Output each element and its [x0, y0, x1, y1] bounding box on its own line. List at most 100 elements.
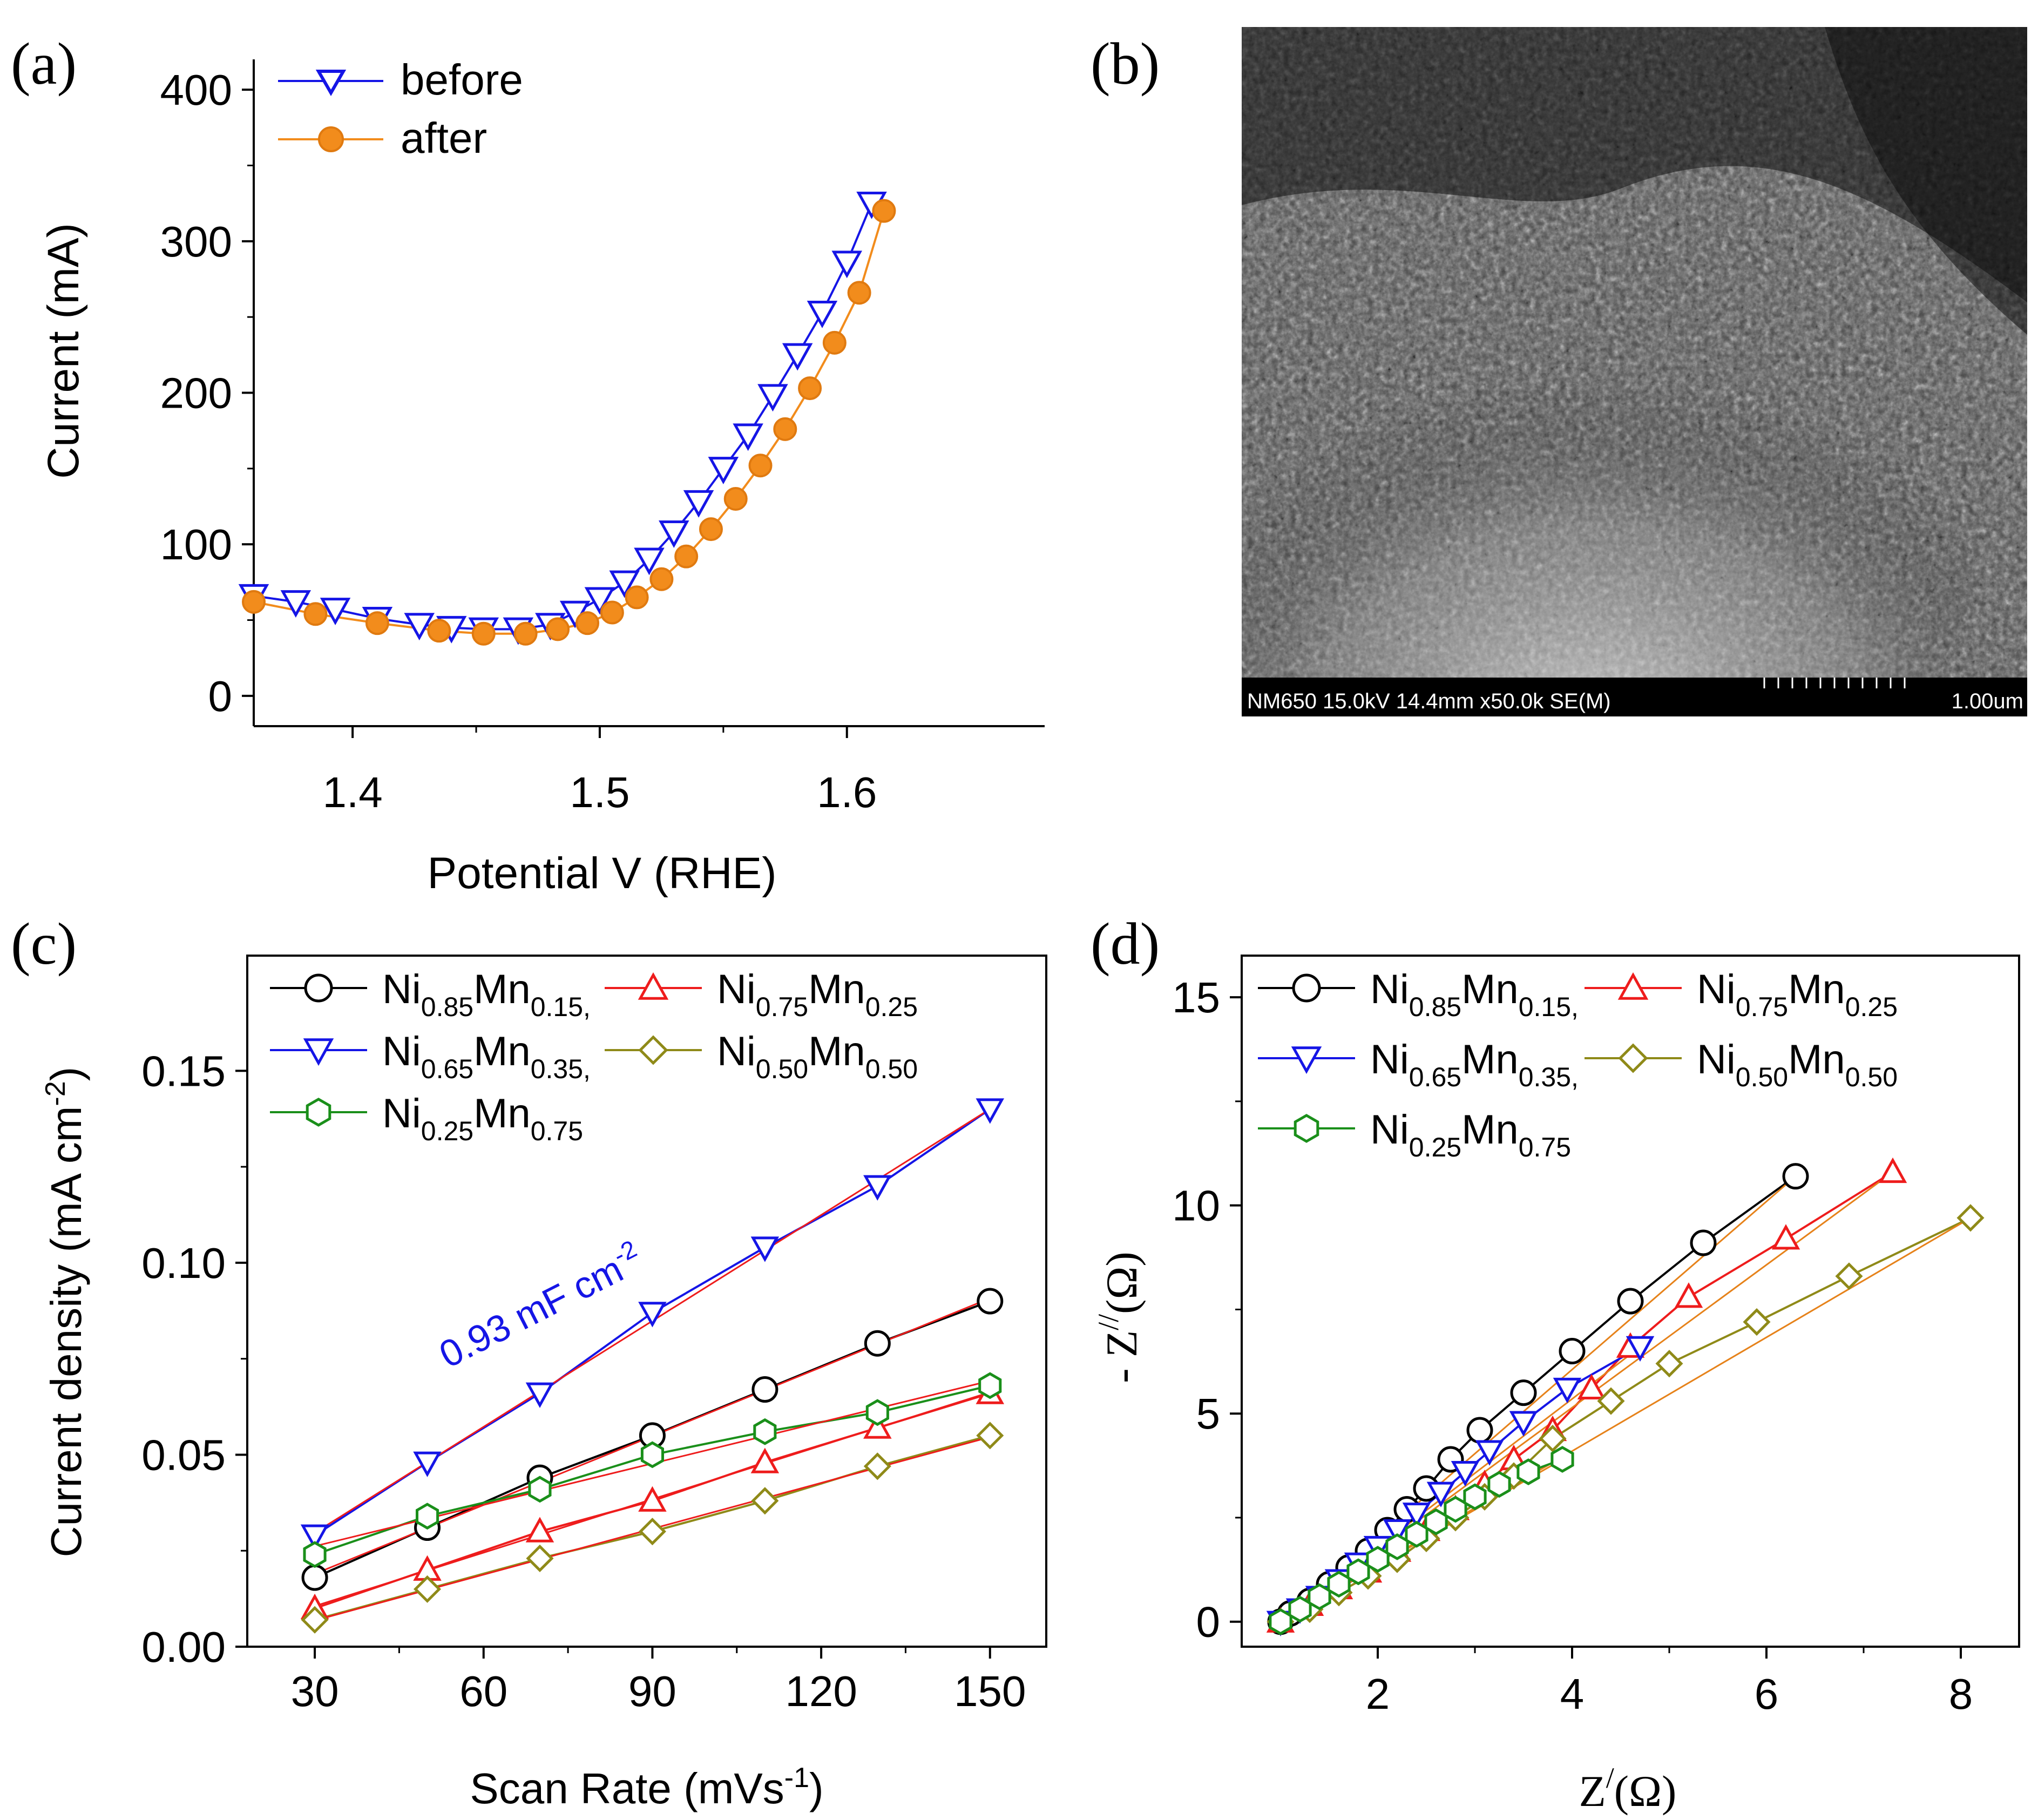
- sem-scale-bar: [1242, 678, 2027, 716]
- panel-label-d: (d): [1091, 911, 1160, 977]
- chart-a-point-before: [659, 520, 689, 548]
- chart-a-point-after: [723, 486, 748, 511]
- chart-a-y-tick-label: 400: [160, 66, 232, 114]
- chart-d-point-4: [1550, 1446, 1574, 1473]
- chart-c-point-0: [301, 1564, 328, 1591]
- sem-scale-ticks: [1763, 678, 1906, 688]
- chart-c-annotation: 0.93 mF cm-2: [431, 1234, 649, 1376]
- chart-d-point-4: [1269, 1608, 1292, 1635]
- legend-after-marker: [318, 126, 344, 152]
- chart-d-legend-marker: [1291, 1046, 1322, 1074]
- chart-a-y-tick-label: 100: [160, 520, 232, 569]
- chart-d-y-tick-label: 10: [1172, 1182, 1220, 1230]
- chart-d-x-tick-label: 6: [1755, 1670, 1779, 1718]
- chart-c-point-3: [976, 1422, 1004, 1450]
- chart-c-legend-label: Ni0.50Mn0.50: [717, 1029, 918, 1084]
- chart-d-point-0: [1782, 1163, 1809, 1190]
- chart-a-point-after: [546, 617, 570, 641]
- chart-c-y-tick-label: 0.05: [141, 1431, 226, 1479]
- chart-c-legend-marker: [638, 1035, 668, 1065]
- chart-d-point-4: [1405, 1520, 1428, 1548]
- chart-c-point-2: [525, 1382, 554, 1408]
- chart-d-legend-label: Ni0.75Mn0.25: [1697, 966, 1898, 1022]
- chart-c-point-1: [525, 1517, 554, 1542]
- chart-a-point-before: [609, 570, 640, 598]
- chart-d-x-tick-label: 2: [1366, 1670, 1390, 1718]
- chart-a-point-before: [683, 490, 714, 518]
- chart-a-point-after: [303, 602, 328, 626]
- chart-c-x-label: Scan Rate (mVs-1): [470, 1762, 823, 1812]
- chart-d-legend-label: Ni0.50Mn0.50: [1697, 1037, 1898, 1092]
- chart-c-point-2: [413, 1451, 442, 1477]
- chart-c-point-3: [751, 1487, 779, 1515]
- chart-c-point-4: [978, 1372, 1002, 1399]
- chart-a-line-before: [253, 202, 873, 631]
- chart-a-point-before: [733, 423, 763, 451]
- chart-c-legend-marker: [303, 1038, 334, 1066]
- chart-a-point-after: [649, 567, 674, 591]
- chart-a-point-before: [584, 587, 615, 615]
- chart-a-point-before: [280, 590, 312, 618]
- chart-c-point-4: [416, 1503, 439, 1530]
- chart-c-legend-label: Ni0.75Mn0.25: [717, 966, 918, 1022]
- chart-d-point-1: [1771, 1224, 1800, 1250]
- chart-c-point-1: [863, 1413, 892, 1439]
- chart-c-x-tick-label: 120: [785, 1667, 857, 1715]
- chart-a-point-after: [427, 619, 451, 643]
- chart-a-point-before: [708, 457, 739, 484]
- chart-a-point-after: [674, 544, 699, 569]
- panel-label-c: (c): [11, 911, 77, 977]
- chart-a-x-label: Potential V (RHE): [427, 849, 776, 898]
- chart-a-point-after: [798, 376, 822, 401]
- chart-d-legend-label: Ni0.85Mn0.15,: [1370, 966, 1579, 1022]
- chart-c-point-3: [413, 1575, 442, 1603]
- chart-d-x-tick-label: 8: [1949, 1670, 1973, 1718]
- chart-c-legend-marker: [304, 973, 333, 1003]
- chart-a-point-before: [782, 343, 813, 371]
- chart-c-point-1: [750, 1447, 780, 1473]
- chart-c-point-1: [638, 1486, 667, 1512]
- chart-d-legend-marker: [1618, 1043, 1648, 1073]
- chart-d-point-0: [1466, 1417, 1493, 1444]
- sem-image: NM650 15.0kV 14.4mm x50.0k SE(M) 1.00um: [1242, 27, 2027, 716]
- chart-d-point-3: [1539, 1424, 1567, 1452]
- chart-a-point-after: [625, 585, 649, 610]
- chart-a-y-tick-label: 200: [160, 369, 232, 417]
- chart-d-point-2: [1509, 1411, 1538, 1437]
- chart-c-legend-marker: [306, 1098, 331, 1127]
- legend-before-marker: [315, 70, 347, 97]
- chart-c-point-3: [638, 1518, 666, 1546]
- chart-d-point-3: [1655, 1350, 1683, 1378]
- chart-a-x-tick-label: 1.5: [570, 768, 629, 816]
- chart-a-point-after: [471, 621, 496, 646]
- legend-before-label: before: [401, 56, 523, 104]
- chart-c-point-4: [528, 1476, 552, 1503]
- chart-d-point-2: [1383, 1519, 1412, 1545]
- chart-c-x-tick-label: 60: [459, 1667, 507, 1715]
- chart-d-x-label: Z/(Ω): [1579, 1762, 1677, 1816]
- chart-c-point-2: [750, 1236, 780, 1262]
- chart-a-x-tick-label: 1.6: [817, 768, 877, 816]
- chart-d-point-0: [1617, 1288, 1644, 1315]
- chart-a-point-after: [513, 621, 538, 646]
- chart-a-point-after: [748, 454, 773, 478]
- chart-d-point-4: [1444, 1496, 1467, 1523]
- chart-d-point-3: [1835, 1262, 1863, 1290]
- chart-a-point-after: [365, 611, 389, 635]
- chart-c-point-4: [640, 1441, 664, 1469]
- chart-d-point-4: [1327, 1571, 1351, 1598]
- chart-a-y-label: Current (mA): [39, 223, 88, 479]
- chart-a-point-before: [634, 547, 665, 576]
- chart-a-point-before: [320, 598, 351, 626]
- chart-c-legend-label: Ni0.65Mn0.35,: [382, 1029, 591, 1084]
- chart-d-point-0: [1510, 1379, 1537, 1406]
- chart-a-x-tick-label: 1.4: [323, 768, 383, 816]
- chart-a-point-before: [831, 251, 862, 279]
- chart-a-point-after: [872, 199, 896, 223]
- chart-d-frame: [1241, 955, 2020, 1648]
- chart-c-point-3: [863, 1452, 891, 1480]
- chart-a-point-before: [807, 301, 838, 328]
- chart-d-point-4: [1487, 1471, 1511, 1498]
- chart-a-point-after: [699, 517, 723, 542]
